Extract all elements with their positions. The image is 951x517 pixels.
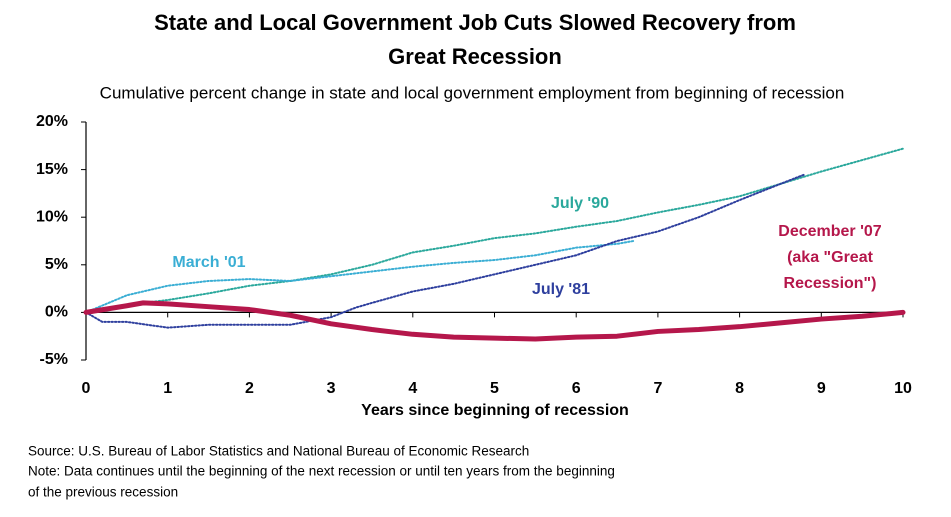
series-line [85, 240, 635, 314]
x-tick-label: 6 [572, 380, 581, 397]
y-tick-label: 20% [36, 113, 68, 130]
note: Note: Data continues until the beginning… [28, 464, 615, 479]
series-line [85, 147, 904, 314]
x-tick-label: 1 [163, 380, 172, 397]
annotation: Recession") [784, 275, 877, 292]
y-tick-label: 5% [45, 256, 68, 273]
chart-title: State and Local Government Job Cuts Slow… [154, 10, 796, 35]
series-label: March '01 [172, 254, 245, 271]
x-tick-label: 0 [82, 380, 91, 397]
series-label: July '90 [551, 195, 609, 212]
x-tick-label: 2 [245, 380, 254, 397]
y-tick-label: 0% [45, 304, 68, 321]
y-tick-label: 10% [36, 208, 68, 225]
note: of the previous recession [28, 485, 178, 500]
y-tick-label: -5% [40, 351, 68, 368]
series-label: July '81 [532, 281, 590, 298]
x-tick-label: 4 [408, 380, 417, 397]
series-line [83, 300, 906, 342]
annotation: (aka "Great [787, 249, 874, 266]
x-tick-label: 9 [817, 380, 826, 397]
y-tick-label: 15% [36, 161, 68, 178]
x-tick-label: 7 [653, 380, 662, 397]
chart-title: Great Recession [388, 44, 562, 69]
x-tick-label: 8 [735, 380, 744, 397]
x-tick-label: 5 [490, 380, 499, 397]
x-tick-label: 10 [894, 380, 912, 397]
series-label: December '07 [778, 223, 882, 240]
source: Source: U.S. Bureau of Labor Statistics … [28, 444, 529, 459]
series-line [85, 173, 806, 329]
chart-subtitle: Cumulative percent change in state and l… [100, 83, 845, 102]
x-tick-label: 3 [327, 380, 336, 397]
x-axis-label: Years since beginning of recession [361, 402, 629, 419]
